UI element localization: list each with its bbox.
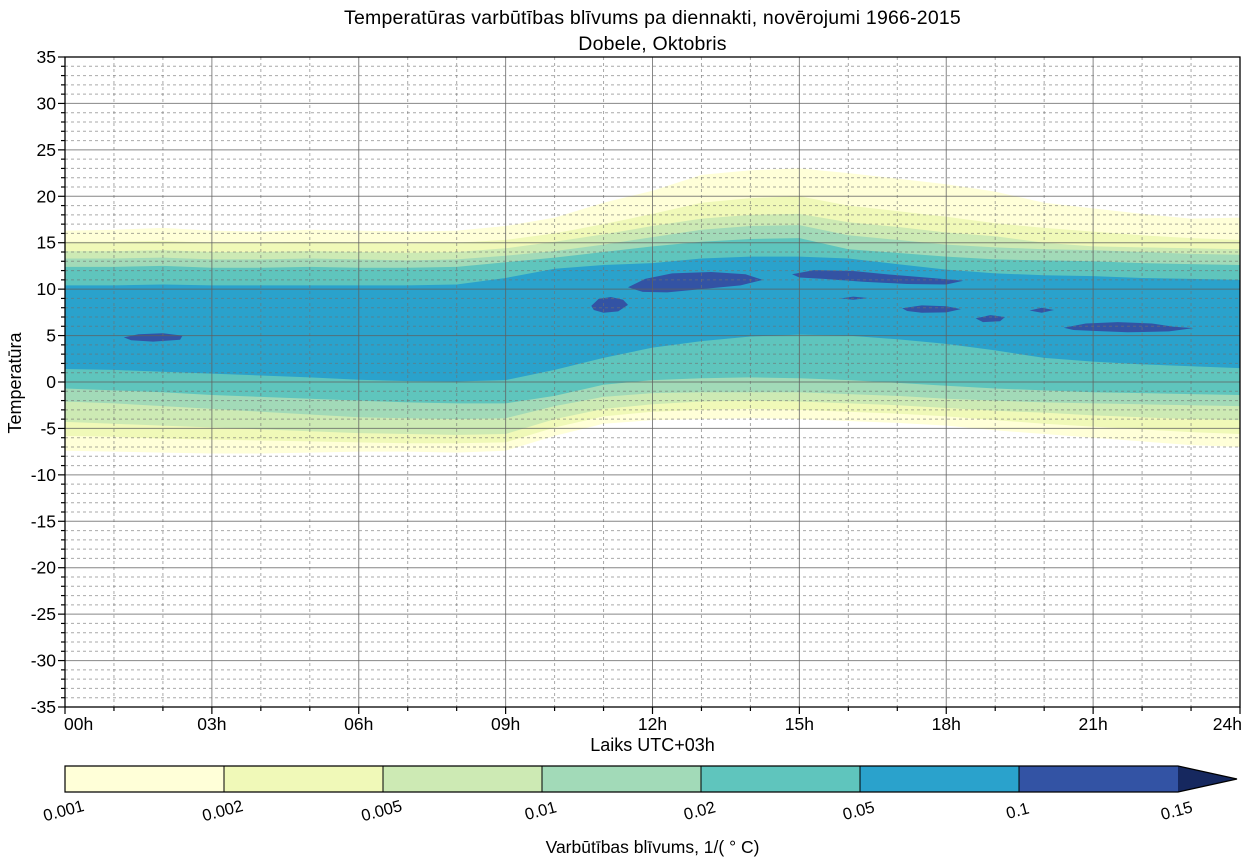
x-tick-label: 24h — [1213, 714, 1242, 734]
y-tick-label: 15 — [37, 233, 56, 253]
colorbar-overflow-arrow — [1178, 766, 1237, 792]
colorbar-tick-label: 0.1 — [1004, 800, 1031, 823]
colorbar-segment — [224, 766, 383, 792]
grid — [64, 56, 1241, 708]
x-tick-label: 06h — [344, 714, 373, 734]
density-blob — [628, 272, 763, 293]
y-tick-label: -20 — [31, 558, 57, 578]
y-tick-label: 20 — [37, 186, 57, 206]
chart-subtitle: Dobele, Oktobris — [578, 33, 727, 55]
colorbar-segment — [542, 766, 701, 792]
x-tick-label: 21h — [1079, 714, 1108, 734]
colorbar-tick-label: 0.002 — [200, 797, 245, 825]
colorbar-tick-label: 0.02 — [682, 798, 718, 824]
y-tick-label: -35 — [31, 697, 56, 717]
colorbar-segment — [383, 766, 542, 792]
y-tick-label: 0 — [46, 372, 56, 392]
x-tick-label: 09h — [491, 714, 520, 734]
x-tick-labels: 00h 03h 06h 09h 12h 15h 18h 21h 24h — [64, 714, 1242, 734]
density-blob — [1029, 307, 1054, 313]
x-tick-label: 18h — [932, 714, 961, 734]
y-tick-label: -30 — [31, 651, 57, 671]
colorbar-tick-label: 0.005 — [359, 797, 404, 825]
density-blob — [591, 297, 628, 313]
colorbar-tick-label: 0.05 — [841, 798, 877, 824]
colorbar-segment — [701, 766, 860, 792]
colorbar-tick-label: 0.001 — [41, 797, 86, 825]
y-tick-label: -15 — [31, 511, 56, 531]
colorbar-outline — [64, 765, 1238, 793]
x-tick-label: 12h — [638, 714, 667, 734]
x-axis-label: Laiks UTC+03h — [590, 735, 715, 755]
y-tick-label: 5 — [46, 326, 56, 346]
density-blob — [792, 270, 964, 285]
y-tick-label: 25 — [37, 140, 56, 160]
x-tick-label: 03h — [197, 714, 226, 734]
colorbar-segment — [1019, 766, 1178, 792]
colorbar — [64, 765, 1238, 793]
colorbar-segment — [860, 766, 1019, 792]
y-tick-label: -25 — [31, 604, 56, 624]
x-tick-label: 00h — [64, 714, 93, 734]
density-blobs — [123, 270, 1194, 342]
y-tick-label: 10 — [37, 279, 57, 299]
density-blob — [1063, 322, 1194, 333]
chart-title: Temperatūras varbūtības blīvums pa dienn… — [344, 7, 961, 29]
y-tick-label: 30 — [37, 93, 57, 113]
colorbar-tick-labels: 0.001 0.002 0.005 0.01 0.02 0.05 0.1 0.15 — [41, 797, 1194, 825]
y-tick-label: 35 — [37, 47, 56, 67]
y-tick-labels: 35 30 25 20 15 10 5 0 -5 -10 -15 -20 -25 -30 -35 — [31, 47, 57, 717]
axis-ticks — [58, 56, 1241, 714]
y-tick-label: -10 — [31, 465, 57, 485]
density-blob — [841, 296, 868, 300]
colorbar-tick-label: 0.01 — [523, 798, 559, 824]
y-tick-label: -5 — [40, 418, 56, 438]
colorbar-label: Varbūtības blīvums, 1/( ° C) — [545, 837, 760, 857]
x-tick-label: 15h — [785, 714, 814, 734]
colorbar-tick-label: 0.15 — [1159, 798, 1195, 824]
colorbar-segment — [65, 766, 224, 792]
